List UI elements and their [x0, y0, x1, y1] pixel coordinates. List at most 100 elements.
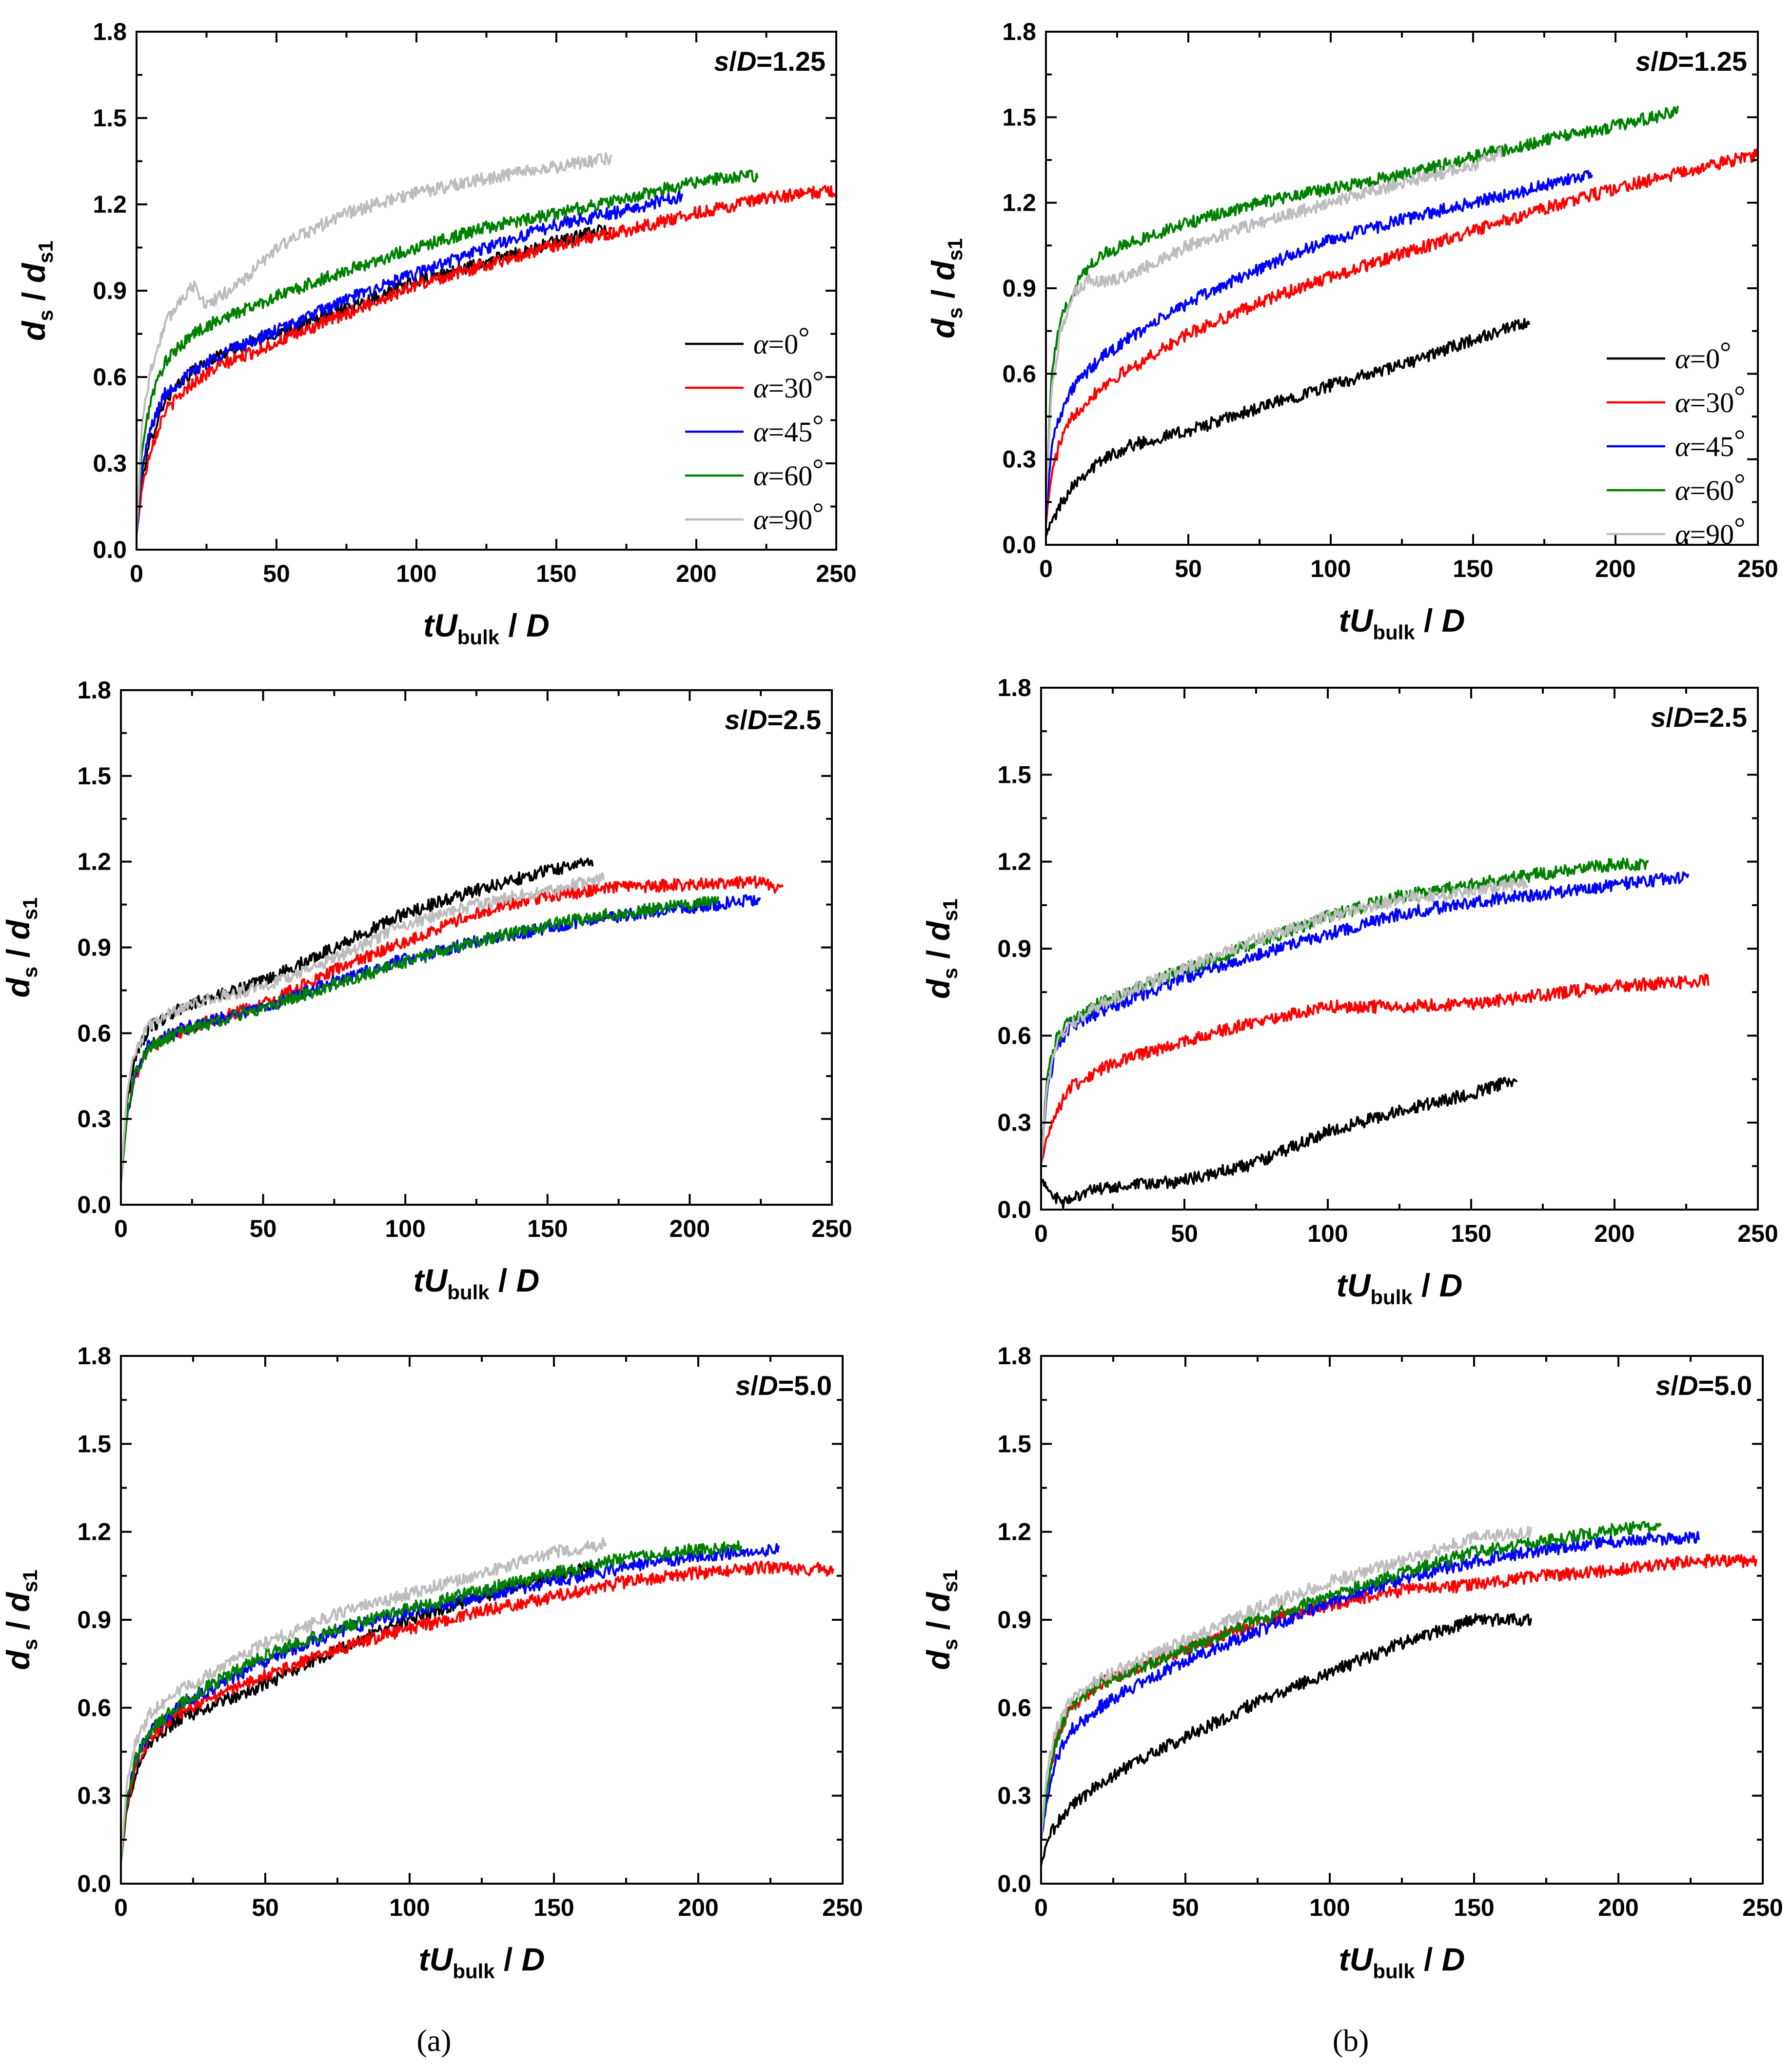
y-tick-label: 0.9	[1002, 275, 1036, 302]
x-axis-label: tUbulk / D	[419, 1941, 545, 1983]
x-tick-label: 200	[1595, 555, 1635, 582]
x-tick-label: 50	[1175, 555, 1202, 582]
legend-label-0: α=0°	[753, 321, 809, 360]
x-tick-label: 200	[1598, 1894, 1638, 1921]
x-tick-label: 50	[1172, 1894, 1199, 1921]
x-tick-label: 0	[130, 560, 143, 587]
plot-frame	[120, 1355, 844, 1885]
x-tick-label: 250	[1737, 555, 1778, 582]
x-tick-label: 150	[533, 1894, 574, 1921]
y-tick-label: 0.9	[997, 1606, 1031, 1633]
chart-panel-a3: 0 50 100 150 200 250 0.0 0.3 0.6 0.9 1.2 1.5 1.8 tUbu…	[0, 1342, 863, 1983]
series-line-b1-2	[1046, 170, 1594, 519]
x-tick-label: 100	[396, 560, 436, 587]
spacing-annotation: s/D=2.5	[1651, 702, 1747, 733]
y-tick-label: 0.9	[93, 277, 127, 304]
legend: α=0° α=30° α=45° α=60° α=90°	[1607, 336, 1745, 550]
y-tick-label: 0.0	[997, 1870, 1031, 1897]
x-tick-label: 50	[263, 560, 290, 587]
series-line-a2-2	[121, 894, 761, 1182]
series-line-a2-1	[121, 875, 784, 1183]
y-tick-label: 0.0	[77, 1191, 111, 1218]
y-tick-label: 0.6	[77, 1019, 111, 1047]
x-tick-label: 50	[252, 1894, 279, 1921]
y-axis-label: ds / ds1	[920, 1570, 962, 1670]
x-tick-label: 100	[1309, 1894, 1350, 1921]
x-tick-label: 150	[1454, 1894, 1494, 1921]
x-tick-label: 0	[1034, 1894, 1048, 1921]
x-tick-label: 50	[250, 1215, 277, 1242]
legend: α=0° α=30° α=45° α=60° α=90°	[685, 321, 824, 536]
x-tick-label: 200	[678, 1894, 718, 1921]
y-tick-label: 1.8	[77, 1342, 111, 1370]
series-group	[1041, 857, 1710, 1209]
legend-label-4: α=90°	[753, 497, 824, 536]
spacing-annotation: s/D=2.5	[725, 704, 821, 735]
x-tick-label: 0	[114, 1894, 128, 1921]
x-tick-label: 150	[527, 1215, 568, 1242]
legend-label-1: α=30°	[1675, 380, 1745, 418]
legend-label-0: α=0°	[1675, 336, 1731, 375]
series-line-a1-4	[137, 152, 613, 535]
plot-frame	[1040, 1355, 1764, 1885]
series-line-a2-0	[121, 857, 594, 1183]
y-tick-label: 1.5	[1002, 103, 1036, 131]
y-tick-label: 1.5	[77, 762, 111, 790]
plot-frame	[1040, 687, 1759, 1211]
chart-panel-b2: 0 50 100 150 200 250 0.0 0.3 0.6 0.9 1.2 1.5 1.8 tUbu…	[920, 674, 1778, 1309]
series-line-b1-4	[1046, 146, 1503, 505]
x-tick-label: 0	[114, 1215, 128, 1242]
y-tick-label: 0.9	[77, 1606, 111, 1633]
y-tick-label: 0.0	[93, 536, 127, 563]
x-tick-label: 150	[1451, 1220, 1491, 1247]
legend-label-1: α=30°	[753, 365, 824, 404]
y-tick-label: 0.6	[77, 1694, 111, 1721]
y-tick-label: 0.0	[1002, 531, 1036, 558]
x-axis-label: tUbulk / D	[1339, 602, 1465, 644]
x-tick-label: 150	[1453, 555, 1493, 582]
series-line-a3-2	[121, 1543, 780, 1862]
x-tick-label: 250	[811, 1215, 852, 1242]
y-tick-label: 0.6	[93, 363, 127, 391]
y-axis-label: ds / ds1	[0, 897, 41, 998]
x-tick-label: 250	[822, 1894, 863, 1921]
series-line-a1-1	[137, 185, 836, 535]
series-line-a3-4	[121, 1537, 607, 1862]
legend-label-3: α=60°	[1675, 468, 1745, 506]
series-line-b2-3	[1041, 857, 1649, 1164]
x-tick-label: 0	[1039, 555, 1053, 582]
series-line-a1-3	[137, 169, 759, 535]
spacing-annotation: s/D=1.25	[1635, 46, 1747, 77]
x-tick-label: 100	[385, 1215, 425, 1242]
x-tick-label: 250	[816, 560, 856, 587]
legend-label-2: α=45°	[753, 409, 824, 448]
series-group	[1041, 1520, 1758, 1866]
legend-label-2: α=45°	[1675, 424, 1745, 462]
spacing-annotation: s/D=1.25	[714, 46, 826, 77]
x-axis-label: tUbulk / D	[1339, 1941, 1465, 1983]
series-group	[137, 152, 836, 535]
y-tick-label: 1.5	[997, 761, 1031, 788]
y-tick-label: 1.8	[93, 18, 127, 45]
x-tick-label: 0	[1034, 1220, 1048, 1247]
y-tick-label: 0.9	[77, 934, 111, 961]
chart-panel-b3: 0 50 100 150 200 250 0.0 0.3 0.6 0.9 1.2 1.5 1.8 tUbu…	[920, 1342, 1783, 1983]
x-tick-label: 100	[1310, 555, 1351, 582]
chart-panel-a2: 0 50 100 150 200 250 0.0 0.3 0.6 0.9 1.2 1.5 1.8 tUbu…	[0, 676, 852, 1304]
x-tick-label: 100	[1307, 1220, 1348, 1247]
y-tick-label: 1.5	[93, 104, 127, 132]
chart-panel-b1: 0 50 100 150 200 250 0.0 0.3 0.6 0.9 1.2 1.5 1.8 tUbu…	[925, 18, 1778, 644]
series-line-b2-0	[1041, 1076, 1518, 1209]
y-tick-label: 1.2	[1002, 189, 1036, 217]
series-line-b1-3	[1046, 105, 1679, 505]
y-axis-label: ds / ds1	[0, 1570, 41, 1670]
panels: 0 50 100 150 200 250 0.0 0.3 0.6 0.9 1.2 1.5 1.8 tUbu…	[0, 18, 1783, 1983]
y-tick-label: 0.3	[77, 1782, 111, 1810]
y-tick-label: 0.3	[997, 1109, 1031, 1136]
series-line-b1-0	[1046, 318, 1531, 537]
caption-b: (b)	[1333, 2023, 1369, 2058]
series-line-a2-3	[121, 895, 719, 1182]
series-line-b1-1	[1046, 148, 1758, 525]
legend-label-4: α=90°	[1675, 512, 1745, 550]
